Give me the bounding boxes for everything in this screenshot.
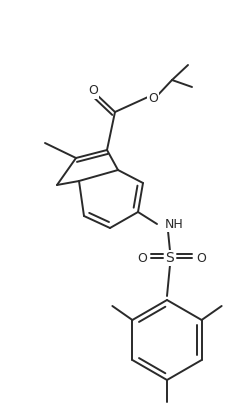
Text: O: O xyxy=(137,252,147,264)
Text: O: O xyxy=(148,92,158,104)
Text: NH: NH xyxy=(165,218,184,230)
Text: S: S xyxy=(166,251,174,265)
Text: O: O xyxy=(196,252,206,264)
Text: O: O xyxy=(88,85,98,97)
